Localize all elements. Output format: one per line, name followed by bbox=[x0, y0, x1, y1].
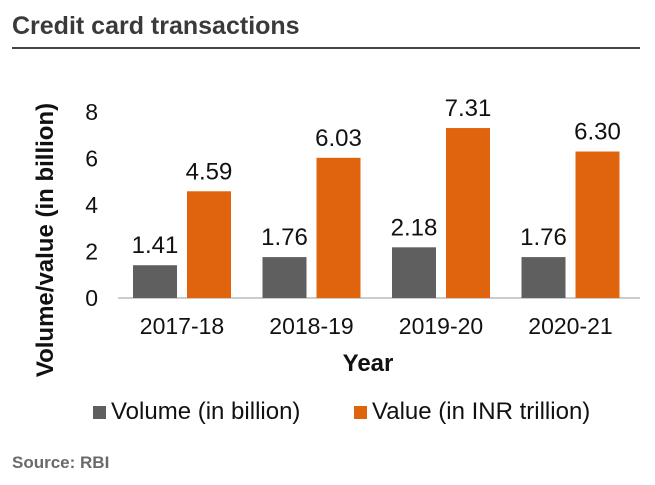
bar bbox=[187, 191, 231, 298]
data-label: 2.18 bbox=[391, 214, 438, 241]
bar bbox=[446, 128, 490, 298]
data-label: 4.59 bbox=[186, 158, 233, 185]
data-label: 1.76 bbox=[520, 224, 567, 251]
data-label: 1.41 bbox=[132, 232, 179, 259]
y-tick-label: 2 bbox=[85, 239, 98, 265]
legend-swatch bbox=[93, 406, 106, 419]
title-divider bbox=[12, 47, 640, 49]
bar bbox=[575, 151, 620, 298]
bar bbox=[521, 257, 566, 298]
data-label: 1.76 bbox=[261, 224, 308, 251]
y-tick-label: 0 bbox=[85, 285, 98, 311]
data-label: 7.31 bbox=[445, 95, 492, 122]
x-tick-label: 2018-19 bbox=[269, 313, 353, 339]
y-tick-label: 4 bbox=[85, 192, 98, 218]
bar bbox=[316, 157, 361, 298]
data-label: 6.03 bbox=[315, 125, 362, 152]
bar bbox=[133, 265, 177, 298]
y-axis-title: Volume/value (in billion) bbox=[32, 103, 59, 377]
legend-label: Volume (in billion) bbox=[111, 398, 300, 425]
data-label: 6.30 bbox=[574, 119, 621, 146]
y-tick-label: 8 bbox=[85, 99, 98, 125]
legend-label: Value (in INR trillion) bbox=[372, 398, 590, 425]
bar bbox=[262, 257, 307, 298]
y-tick-label: 6 bbox=[85, 146, 98, 172]
bar bbox=[392, 247, 436, 298]
x-tick-label: 2019-20 bbox=[399, 313, 483, 339]
legend-swatch bbox=[354, 406, 367, 419]
chart-title: Credit card transactions bbox=[12, 12, 300, 40]
x-tick-label: 2020-21 bbox=[528, 313, 612, 339]
x-axis-title: Year bbox=[343, 350, 394, 377]
source-note: Source: RBI bbox=[12, 453, 110, 472]
x-tick-label: 2017-18 bbox=[140, 313, 224, 339]
